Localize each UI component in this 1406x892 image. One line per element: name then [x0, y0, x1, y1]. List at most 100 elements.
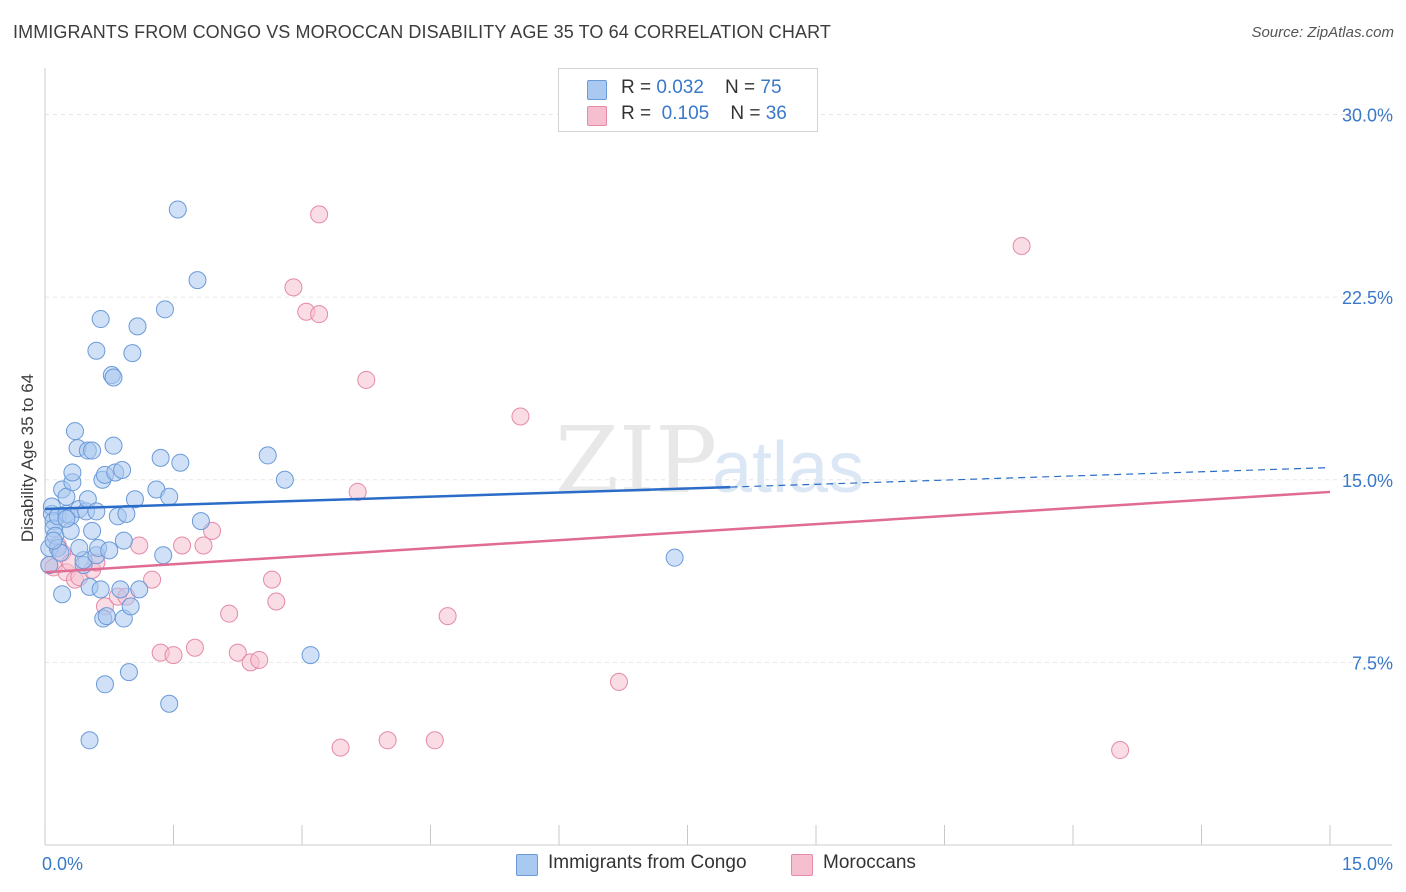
congo-point	[168, 200, 187, 219]
congo-point	[160, 694, 179, 713]
watermark-zip: ZIP	[555, 407, 717, 514]
moroccans-point	[220, 604, 239, 623]
congo-point	[83, 441, 102, 460]
congo-point	[155, 300, 174, 319]
moroccans-point	[1012, 237, 1031, 256]
chart-title: IMMIGRANTS FROM CONGO VS MOROCCAN DISABI…	[13, 22, 831, 42]
congo-point	[95, 675, 114, 694]
moroccans-point	[250, 650, 269, 669]
x-tick-label: 0.0%	[42, 854, 83, 874]
moroccans-point	[310, 205, 329, 224]
congo-trend-extension	[730, 466, 1331, 488]
congo-point	[130, 580, 149, 599]
moroccans-point	[425, 731, 444, 750]
congo-trend-line	[44, 485, 731, 511]
moroccans-point	[130, 536, 149, 555]
legend-r-label: R =	[621, 77, 657, 98]
bottom-legend-swatch-moroccans	[791, 854, 813, 876]
congo-point	[113, 461, 132, 480]
moroccans-point	[284, 278, 303, 297]
congo-point	[65, 422, 84, 441]
moroccans-point	[143, 570, 162, 589]
bottom-legend-swatch-congo	[516, 854, 538, 876]
legend-n-label: N =	[730, 103, 766, 124]
moroccans-point	[185, 638, 204, 657]
moroccans-point	[267, 592, 286, 611]
congo-point	[44, 531, 63, 550]
congo-point	[111, 580, 130, 599]
congo-point	[104, 436, 123, 455]
watermark: ZIP atlas	[555, 407, 864, 514]
congo-point	[123, 344, 142, 363]
moroccans-point	[331, 738, 350, 757]
y-tick-label: 15.0%	[1342, 471, 1393, 491]
legend-r-label: R =	[621, 103, 657, 124]
moroccans-point	[164, 646, 183, 665]
congo-point	[128, 317, 147, 336]
source-label: Source: ZipAtlas.com	[1251, 24, 1394, 41]
congo-point	[154, 546, 173, 565]
legend-n-value: 36	[765, 103, 787, 124]
y-tick-label: 22.5%	[1342, 288, 1393, 308]
congo-point	[53, 585, 72, 604]
moroccans-point	[357, 370, 376, 389]
congo-point	[114, 531, 133, 550]
y-tick-label: 7.5%	[1352, 653, 1393, 673]
congo-point	[104, 368, 123, 387]
congo-point	[151, 448, 170, 467]
y-axis-label: Disability Age 35 to 64	[18, 374, 37, 542]
legend-swatch-congo	[587, 80, 607, 100]
legend-n-label: N =	[725, 77, 761, 98]
moroccans-point	[173, 536, 192, 555]
congo-point	[160, 487, 179, 506]
congo-point	[63, 463, 82, 482]
tick-labels: 7.5% 15.0% 22.5% 30.0% 0.0% 15.0%	[42, 106, 1393, 874]
congo-point	[258, 446, 277, 465]
bottom-legend-label-congo: Immigrants from Congo	[548, 852, 747, 873]
congo-point	[119, 663, 138, 682]
congo-point	[80, 731, 99, 750]
congo-point	[188, 271, 207, 290]
congo-point	[57, 509, 76, 528]
congo-point	[275, 470, 294, 489]
congo-point	[70, 538, 89, 557]
legend-n-value: 75	[760, 77, 782, 98]
congo-point	[83, 521, 102, 540]
moroccans-point	[310, 305, 329, 324]
congo-point	[87, 341, 106, 360]
moroccans-point	[228, 643, 247, 662]
congo-point	[40, 555, 59, 574]
congo-point	[100, 541, 119, 560]
moroccans-trend-line	[44, 490, 1331, 574]
congo-point	[121, 597, 140, 616]
legend-r-value: 0.105	[661, 103, 710, 124]
moroccans-point	[378, 731, 397, 750]
x-tick-label: 15.0%	[1342, 854, 1393, 874]
moroccans-point	[263, 570, 282, 589]
moroccans-point	[348, 482, 367, 501]
congo-point	[665, 548, 684, 567]
legend-r-value: 0.032	[656, 77, 704, 98]
congo-point	[87, 502, 106, 521]
watermark-atlas: atlas	[712, 428, 864, 508]
congo-point	[171, 453, 190, 472]
congo-point	[301, 646, 320, 665]
moroccans-point	[609, 672, 628, 691]
congo-point	[97, 607, 116, 626]
moroccans-point	[1111, 741, 1130, 760]
moroccans-point	[438, 607, 457, 626]
congo-point	[91, 310, 110, 329]
congo-point	[91, 580, 110, 599]
congo-point	[125, 490, 144, 509]
bottom-legend-label-moroccans: Moroccans	[823, 852, 916, 873]
grid-lines	[45, 114, 1392, 663]
moroccans-point	[194, 536, 213, 555]
legend-swatch-moroccans	[587, 106, 607, 126]
axes	[44, 68, 1392, 846]
stats-legend: R = 0.032 N = 75 R = 0.105 N = 36	[558, 68, 818, 132]
congo-point	[117, 504, 136, 523]
moroccans-point	[511, 407, 530, 426]
y-tick-label: 30.0%	[1342, 106, 1393, 126]
congo-point	[191, 512, 210, 531]
